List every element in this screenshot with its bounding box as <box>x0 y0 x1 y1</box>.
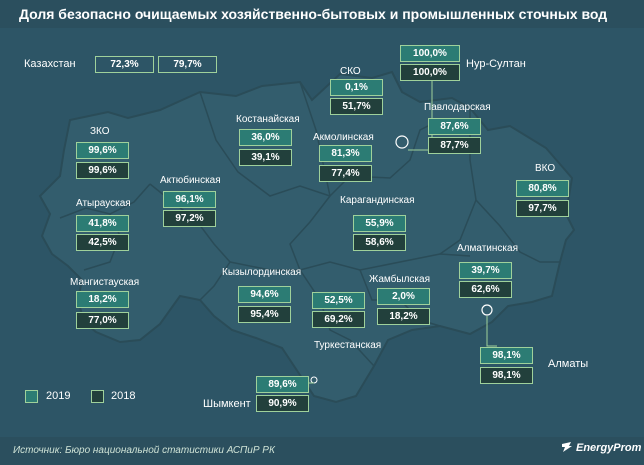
region-label-zko: ЗКО <box>90 126 110 137</box>
almaty-2018-value: 98,1% <box>480 367 533 384</box>
turkestan-2019-value: 52,5% <box>312 292 365 309</box>
city-label-shymkent: Шымкент <box>203 398 251 410</box>
zko-2018-value: 99,6% <box>76 162 129 179</box>
vko-2018-value: 97,7% <box>516 200 569 217</box>
logo-text: EnergyProm <box>576 442 642 454</box>
mangistau-2019-value: 18,2% <box>76 291 129 308</box>
kazakhstan-label: Казахстан <box>24 58 76 70</box>
kyzylorda-2019-value: 94,6% <box>238 286 291 303</box>
sko-2018-value: 51,7% <box>330 98 383 115</box>
pavlodar-2018-value: 87,7% <box>428 137 481 154</box>
kazakhstan-2019-value: 72,3% <box>95 56 154 73</box>
mangistau-2018-value: 77,0% <box>76 312 129 329</box>
almaty-region-2019-value: 39,7% <box>459 262 512 279</box>
aktobe-2018-value: 97,2% <box>163 210 216 227</box>
kazakhstan-2018-value: 79,7% <box>158 56 217 73</box>
zhambyl-2018-value: 18,2% <box>377 308 430 325</box>
turkestan-2018-value: 69,2% <box>312 311 365 328</box>
page-title: Доля безопасно очищаемых хозяйственно-бы… <box>19 6 608 22</box>
atyrau-2018-value: 42,5% <box>76 234 129 251</box>
country-outline <box>38 70 576 404</box>
source-note: Источник: Бюро национальной статистики А… <box>13 445 275 456</box>
almaty-region-2018-value: 62,6% <box>459 281 512 298</box>
legend-label-2018: 2018 <box>111 390 136 402</box>
aktobe-2019-value: 96,1% <box>163 191 216 208</box>
atyrau-2019-value: 41,8% <box>76 215 129 232</box>
akmola-2018-value: 77,4% <box>319 165 372 182</box>
akmola-2019-value: 81,3% <box>319 145 372 162</box>
nur-sultan-2018-value: 100,0% <box>400 64 460 81</box>
footer-bar <box>0 437 644 465</box>
region-label-zhambyl: Жамбылская <box>369 274 430 285</box>
legend-label-2019: 2019 <box>46 390 71 402</box>
shymkent-2018-value: 90,9% <box>256 395 309 412</box>
pavlodar-2019-value: 87,6% <box>428 118 481 135</box>
title-bar <box>0 0 644 28</box>
region-label-akmola: Акмолинская <box>313 132 374 143</box>
legend-swatch-2018 <box>91 390 104 403</box>
region-label-kyzylorda: Кызылординская <box>222 267 302 278</box>
kostanay-2018-value: 39,1% <box>239 149 292 166</box>
region-label-almaty-region: Алматинская <box>457 243 518 254</box>
region-label-pavlodar: Павлодарская <box>424 102 491 113</box>
zko-2019-value: 99,6% <box>76 142 129 159</box>
city-label-almaty: Алматы <box>548 358 589 370</box>
almaty-marker <box>481 304 493 316</box>
almaty-2019-value: 98,1% <box>480 347 533 364</box>
nur-sultan-marker <box>395 135 409 149</box>
region-label-aktobe: Актюбинская <box>160 175 221 186</box>
region-label-mangistau: Мангистауская <box>70 277 140 288</box>
legend-swatch-2019 <box>25 390 38 403</box>
region-label-karaganda: Карагандинская <box>340 195 415 206</box>
vko-2019-value: 80,8% <box>516 180 569 197</box>
region-label-atyrau: Атырауская <box>76 198 131 209</box>
shymkent-2019-value: 89,6% <box>256 376 309 393</box>
region-label-kostanay: Костанайская <box>236 114 300 125</box>
logo-icon <box>562 442 572 452</box>
logo: EnergyProm <box>562 442 641 454</box>
zhambyl-2019-value: 2,0% <box>377 288 430 305</box>
city-label-nur-sultan: Нур-Султан <box>466 58 526 70</box>
kostanay-2019-value: 36,0% <box>239 129 292 146</box>
karaganda-2018-value: 58,6% <box>353 234 406 251</box>
sko-2019-value: 0,1% <box>330 79 383 96</box>
region-label-vko: ВКО <box>535 163 556 174</box>
kyzylorda-2018-value: 95,4% <box>238 306 291 323</box>
nur-sultan-2019-value: 100,0% <box>400 45 460 62</box>
karaganda-2019-value: 55,9% <box>353 215 406 232</box>
region-label-sko: СКО <box>340 66 361 77</box>
region-label-turkestan: Туркестанская <box>314 340 382 351</box>
